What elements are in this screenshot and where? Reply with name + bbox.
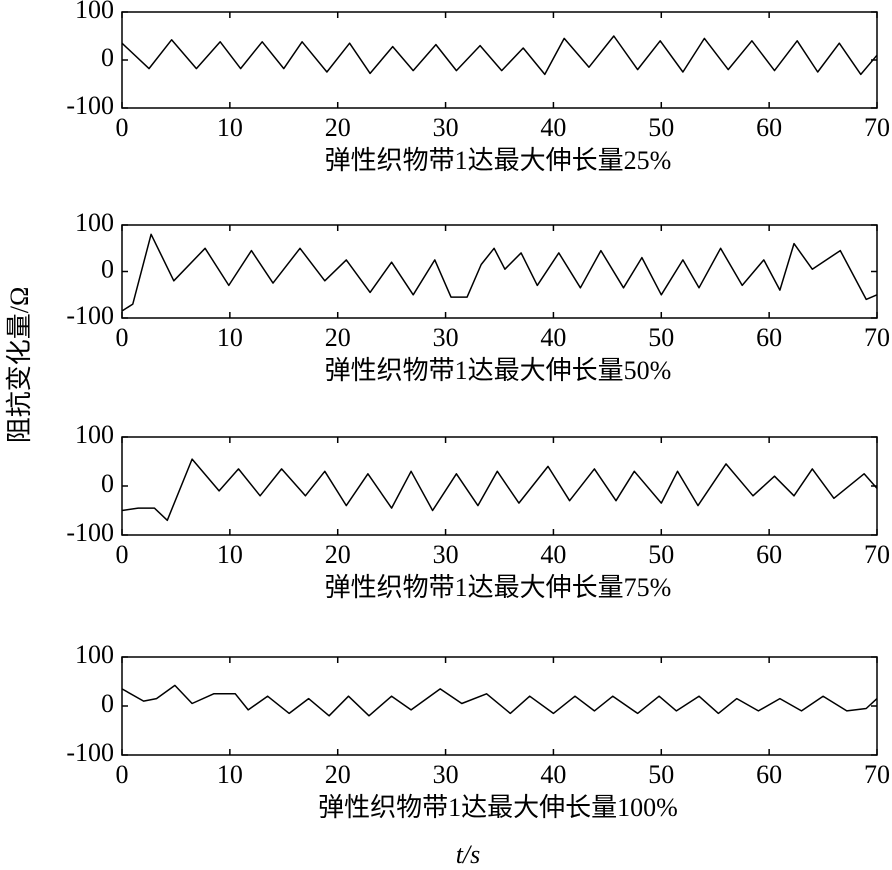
y-axis-label: 阻抗变化量/Ω (5, 287, 34, 444)
x-tick-label: 40 (540, 113, 566, 142)
x-tick-label: 70 (864, 540, 890, 569)
x-tick-label: 60 (756, 540, 782, 569)
plot-frame (121, 11, 878, 109)
x-tick-label: 30 (433, 323, 459, 352)
y-tick-label: -100 (66, 91, 114, 120)
data-line (121, 458, 878, 522)
x-tick-label: 20 (325, 540, 351, 569)
x-tick-label: 10 (217, 113, 243, 142)
x-tick-label: 10 (217, 540, 243, 569)
x-tick-label: 30 (433, 760, 459, 789)
x-tick-label: 40 (540, 760, 566, 789)
y-tick-label: 0 (101, 43, 114, 72)
x-tick-label: 0 (116, 323, 129, 352)
x-tick-label: 10 (217, 760, 243, 789)
y-tick-label: -100 (66, 301, 114, 330)
x-tick-label: 40 (540, 540, 566, 569)
x-tick-label: 60 (756, 323, 782, 352)
x-tick-label: 50 (648, 323, 674, 352)
data-line (121, 684, 878, 717)
x-tick-label: 10 (217, 323, 243, 352)
x-tick-label: 30 (433, 113, 459, 142)
x-tick-label: 20 (325, 760, 351, 789)
subplot-caption: 弹性织物带1达最大伸长量25% (325, 146, 672, 175)
y-tick-label: 0 (101, 469, 114, 498)
data-line (121, 35, 878, 76)
subplot-caption: 弹性织物带1达最大伸长量50% (325, 356, 672, 385)
y-tick-label: 100 (75, 208, 114, 237)
y-tick-label: -100 (66, 518, 114, 547)
x-tick-label: 20 (325, 113, 351, 142)
subplot-caption: 弹性织物带1达最大伸长量75% (325, 573, 672, 602)
x-tick-label: 0 (116, 540, 129, 569)
x-tick-label: 70 (864, 113, 890, 142)
x-tick-label: 0 (116, 760, 129, 789)
y-tick-label: 100 (75, 640, 114, 669)
data-line (121, 233, 878, 312)
x-tick-label: 50 (648, 760, 674, 789)
y-tick-label: 100 (75, 0, 114, 24)
x-tick-label: 60 (756, 113, 782, 142)
x-axis-label: t/s (456, 840, 481, 869)
y-tick-label: -100 (66, 738, 114, 767)
x-tick-label: 50 (648, 540, 674, 569)
x-tick-label: 50 (648, 113, 674, 142)
y-tick-label: 0 (101, 689, 114, 718)
x-tick-label: 60 (756, 760, 782, 789)
x-tick-label: 40 (540, 323, 566, 352)
x-tick-label: 20 (325, 323, 351, 352)
subplot-caption: 弹性织物带1达最大伸长量100% (318, 793, 678, 822)
plot-frame (121, 224, 878, 319)
y-tick-label: 0 (101, 254, 114, 283)
y-tick-label: 100 (75, 420, 114, 449)
x-tick-label: 0 (116, 113, 129, 142)
x-tick-label: 70 (864, 323, 890, 352)
plot-frame (121, 656, 878, 756)
x-tick-label: 30 (433, 540, 459, 569)
x-tick-label: 70 (864, 760, 890, 789)
